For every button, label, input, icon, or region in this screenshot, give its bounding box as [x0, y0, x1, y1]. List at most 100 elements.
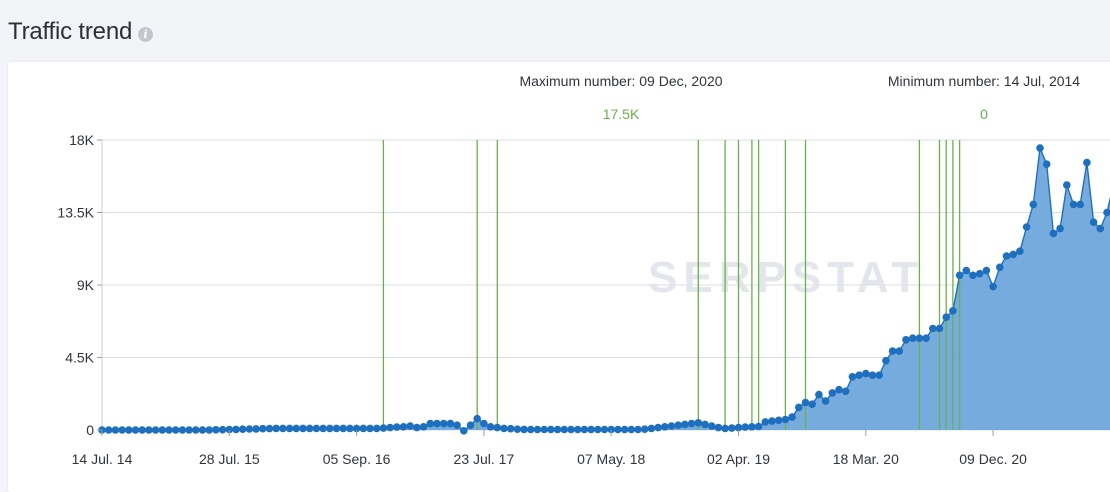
data-point: [1023, 223, 1031, 231]
data-point: [574, 426, 582, 434]
data-point: [641, 425, 649, 433]
data-point: [279, 425, 287, 433]
data-point: [1070, 201, 1078, 209]
data-point: [1056, 225, 1064, 233]
data-point: [473, 415, 481, 423]
data-point: [1050, 230, 1058, 238]
data-point: [413, 424, 421, 432]
x-tick-label: 18 Mar. 20: [833, 451, 899, 467]
data-point: [205, 426, 213, 434]
data-point: [105, 426, 113, 434]
min-number-label: Minimum number: 14 Jul, 2014: [888, 73, 1080, 89]
data-point: [185, 426, 193, 434]
data-point: [125, 426, 133, 434]
data-point: [741, 423, 749, 431]
data-point: [567, 426, 575, 434]
x-tick-label: 07 May. 18: [577, 451, 645, 467]
data-point: [212, 426, 220, 434]
data-point: [701, 421, 709, 429]
x-tick-label: 23 Jul. 17: [454, 451, 515, 467]
data-point: [822, 397, 830, 405]
data-point: [138, 426, 146, 434]
data-point: [942, 313, 950, 321]
data-point: [882, 357, 890, 365]
data-point: [520, 426, 528, 434]
data-point: [346, 425, 354, 433]
data-point: [259, 425, 267, 433]
data-point: [272, 425, 280, 433]
data-point: [661, 423, 669, 431]
x-tick-label: 05 Sep. 16: [323, 451, 391, 467]
data-point: [239, 425, 247, 433]
data-point: [621, 426, 629, 434]
data-point: [1030, 201, 1038, 209]
data-point: [835, 386, 843, 394]
data-point: [775, 417, 783, 425]
data-point: [969, 272, 977, 280]
data-point: [179, 426, 187, 434]
data-point: [829, 389, 837, 397]
data-point: [983, 267, 991, 275]
data-point: [601, 426, 609, 434]
data-point: [922, 334, 930, 342]
data-point: [252, 425, 260, 433]
data-point: [199, 426, 207, 434]
data-point: [721, 425, 729, 433]
y-tick-label: 13.5K: [57, 205, 94, 221]
data-point: [648, 425, 656, 433]
data-point: [266, 425, 274, 433]
data-point: [956, 272, 964, 280]
data-point: [145, 426, 153, 434]
y-tick-label: 9K: [77, 277, 95, 293]
data-point: [339, 425, 347, 433]
data-point: [1043, 160, 1051, 168]
max-number-value: 17.5K: [603, 106, 640, 122]
data-point: [695, 419, 703, 427]
data-point: [1076, 201, 1084, 209]
data-point: [1083, 159, 1091, 167]
x-tick-label: 02 Apr. 19: [707, 451, 770, 467]
data-point: [628, 426, 636, 434]
header: Traffic trend i: [8, 14, 153, 50]
data-point: [996, 264, 1004, 272]
traffic-chart: Maximum number: 09 Dec, 2020 17.5K Minim…: [8, 62, 1110, 492]
data-point: [748, 423, 756, 431]
data-point: [869, 371, 877, 379]
data-point: [313, 425, 321, 433]
data-point: [889, 347, 897, 355]
data-point: [299, 425, 307, 433]
data-point: [896, 347, 904, 355]
data-point: [400, 423, 408, 431]
data-point: [453, 421, 461, 429]
y-tick-label: 0: [86, 422, 94, 438]
data-point: [427, 420, 435, 428]
data-point: [1036, 144, 1044, 152]
data-point: [440, 420, 448, 428]
data-point: [614, 426, 622, 434]
data-point: [681, 421, 689, 429]
data-point: [815, 391, 823, 399]
data-point: [909, 334, 917, 342]
data-point: [460, 427, 468, 435]
data-point: [366, 425, 374, 433]
data-point: [715, 424, 723, 432]
y-tick-label: 4.5K: [65, 350, 94, 366]
data-point: [1016, 247, 1024, 255]
x-tick-label: 09 Dec. 20: [959, 451, 1027, 467]
data-point: [192, 426, 200, 434]
data-point: [1063, 181, 1071, 189]
data-point: [132, 426, 140, 434]
data-point: [373, 425, 381, 433]
data-point: [855, 371, 863, 379]
data-point: [172, 426, 180, 434]
data-point: [159, 426, 167, 434]
data-point: [547, 426, 555, 434]
data-point: [406, 422, 414, 430]
data-point: [433, 420, 441, 428]
info-icon[interactable]: i: [138, 27, 153, 42]
chart-card: Maximum number: 09 Dec, 2020 17.5K Minim…: [8, 62, 1110, 492]
data-point: [755, 423, 763, 431]
data-point: [728, 424, 736, 432]
data-point: [902, 336, 910, 344]
